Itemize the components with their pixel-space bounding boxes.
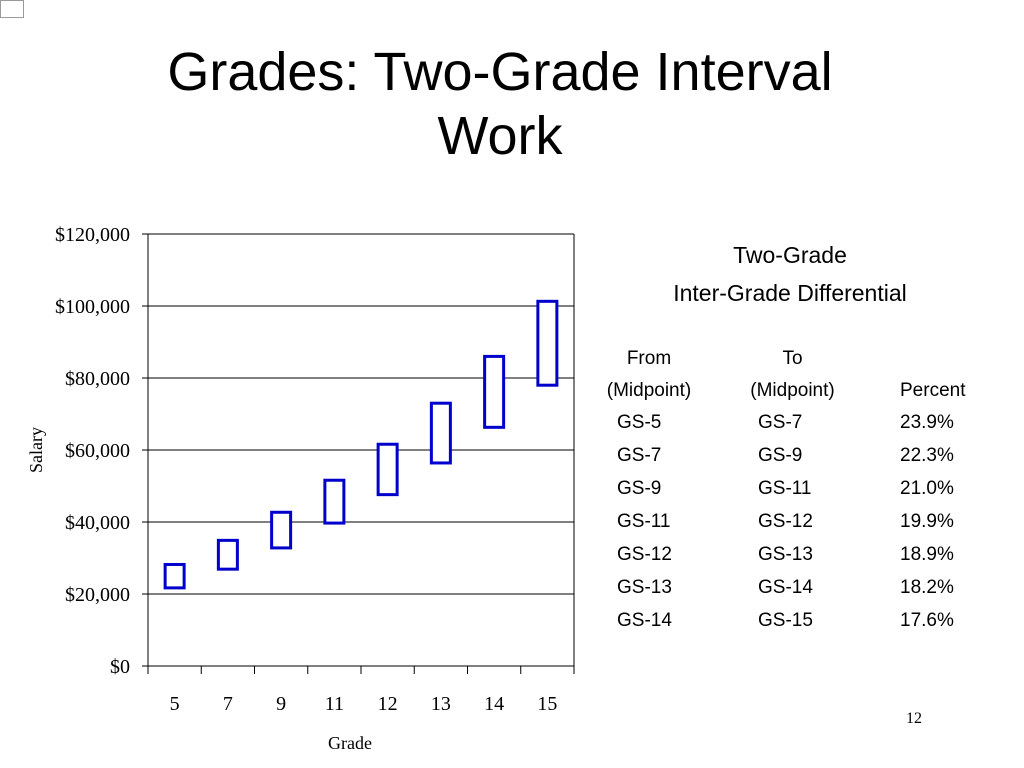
table-title-line-2: Inter-Grade Differential xyxy=(673,280,907,306)
x-tick-label: 7 xyxy=(223,693,233,715)
cell-percent: 17.6% xyxy=(900,610,954,631)
cell-to: GS-15 xyxy=(758,610,813,631)
y-tick-label: $100,000 xyxy=(55,296,130,318)
cell-percent: 18.9% xyxy=(900,544,954,565)
x-tick-label: 13 xyxy=(431,693,451,715)
table-row: GS-13 GS-14 18.2% xyxy=(585,571,1005,604)
cell-to: GS-7 xyxy=(758,412,803,433)
differential-table: Two-Grade Inter-Grade Differential From … xyxy=(585,236,1005,637)
cell-percent: 18.2% xyxy=(900,577,954,598)
range-bar-grade-14 xyxy=(483,354,506,429)
cell-to: GS-12 xyxy=(758,511,813,532)
cell-from: GS-9 xyxy=(617,478,662,499)
y-tick-label: $120,000 xyxy=(55,224,130,246)
table-row: GS-9 GS-11 21.0% xyxy=(585,472,1005,505)
table-row: GS-5 GS-7 23.9% xyxy=(585,406,1005,439)
cell-percent: 19.9% xyxy=(900,511,954,532)
x-tick-label: 14 xyxy=(484,693,504,715)
range-bar-grade-9 xyxy=(270,510,293,550)
x-tick-label: 11 xyxy=(325,693,344,715)
table-header-row-2: (Midpoint) (Midpoint) Percent xyxy=(585,374,1005,406)
header-from-midpoint: (Midpoint) xyxy=(606,380,692,401)
x-axis-label: Grade xyxy=(328,733,372,753)
table-title: Two-Grade Inter-Grade Differential xyxy=(585,236,995,312)
header-from: From xyxy=(626,348,672,369)
cell-from: GS-12 xyxy=(617,544,672,565)
x-tick-label: 15 xyxy=(537,693,557,715)
header-percent: Percent xyxy=(900,380,966,401)
range-bar-grade-12 xyxy=(376,442,399,497)
range-bar-grade-11 xyxy=(323,478,346,525)
y-tick-label: $80,000 xyxy=(65,368,130,390)
table-row: GS-14 GS-15 17.6% xyxy=(585,604,1005,637)
cell-from: GS-13 xyxy=(617,577,672,598)
y-tick-label: $40,000 xyxy=(65,512,130,534)
cell-from: GS-5 xyxy=(617,412,662,433)
y-tick-label: $0 xyxy=(110,656,130,678)
slide-title: Grades: Two-Grade Interval Work xyxy=(0,40,1000,168)
range-bar-grade-5 xyxy=(163,562,186,590)
x-tick-label: 5 xyxy=(170,693,180,715)
table-row: GS-7 GS-9 22.3% xyxy=(585,439,1005,472)
cell-percent: 23.9% xyxy=(900,412,954,433)
slide-title-line-1: Grades: Two-Grade Interval xyxy=(167,42,833,102)
cell-from: GS-14 xyxy=(617,610,672,631)
y-tick-label: $20,000 xyxy=(65,584,130,606)
header-to: To xyxy=(782,348,803,369)
y-axis-label: Salary xyxy=(26,427,46,473)
cell-from: GS-7 xyxy=(617,445,662,466)
range-bar-grade-13 xyxy=(429,401,452,465)
cell-to: GS-14 xyxy=(758,577,813,598)
placeholder-box xyxy=(0,0,24,18)
table-title-line-1: Two-Grade xyxy=(733,242,847,268)
slide-title-line-2: Work xyxy=(437,106,563,166)
range-bar-grade-7 xyxy=(216,538,239,571)
cell-percent: 22.3% xyxy=(900,445,954,466)
x-tick-label: 9 xyxy=(276,693,286,715)
table-row: GS-11 GS-12 19.9% xyxy=(585,505,1005,538)
table-header-row-1: From To xyxy=(585,342,1005,374)
cell-to: GS-9 xyxy=(758,445,803,466)
x-tick-label: 12 xyxy=(378,693,398,715)
table-row: GS-12 GS-13 18.9% xyxy=(585,538,1005,571)
cell-percent: 21.0% xyxy=(900,478,954,499)
y-tick-label: $60,000 xyxy=(65,440,130,462)
salary-range-chart: $0 $20,000 $40,000 $60,000 $80,000 $100,000 $1… xyxy=(26,224,575,753)
range-bar-grade-15 xyxy=(536,299,559,387)
page-number: 12 xyxy=(906,710,922,727)
cell-from: GS-11 xyxy=(617,511,671,532)
cell-to: GS-11 xyxy=(758,478,812,499)
cell-to: GS-13 xyxy=(758,544,813,565)
header-to-midpoint: (Midpoint) xyxy=(750,380,835,401)
